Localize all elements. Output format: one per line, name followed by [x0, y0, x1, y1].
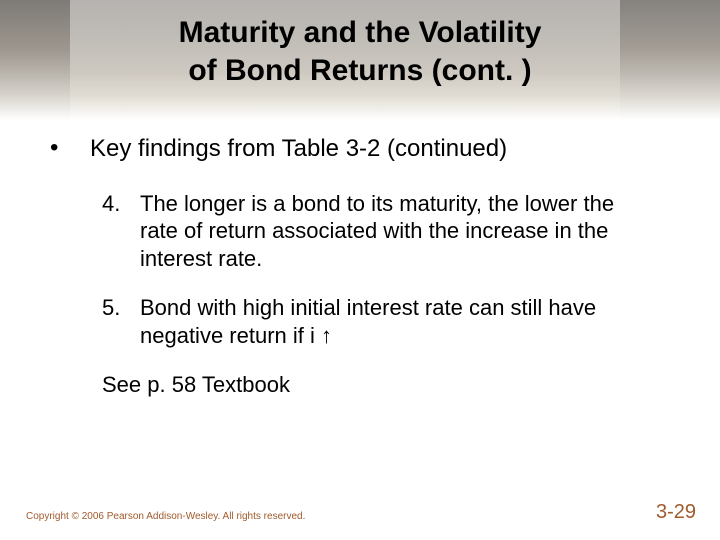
slide-title: Maturity and the Volatility of Bond Retu… — [0, 0, 720, 89]
see-reference: See p. 58 Textbook — [50, 371, 670, 399]
title-line-1: Maturity and the Volatility — [0, 14, 720, 52]
bullet-dot-icon: • — [50, 135, 90, 161]
list-item-number: 4. — [102, 190, 140, 218]
copyright-text: Copyright © 2006 Pearson Addison-Wesley.… — [26, 511, 305, 522]
title-line-2: of Bond Returns (cont. ) — [0, 52, 720, 90]
list-item-text: Bond with high initial interest rate can… — [140, 294, 670, 349]
sub-list: 4. The longer is a bond to its maturity,… — [50, 190, 670, 350]
slide-content: • Key findings from Table 3-2 (continued… — [0, 89, 720, 399]
page-number: 3-29 — [656, 501, 696, 524]
list-item-text: The longer is a bond to its maturity, th… — [140, 190, 670, 273]
up-arrow-icon: ↑ — [321, 322, 332, 350]
list-item-number: 5. — [102, 294, 140, 322]
main-bullet-text: Key findings from Table 3-2 (continued) — [90, 135, 507, 164]
list-item-text-part: Bond with high initial interest rate can… — [140, 295, 596, 348]
main-bullet-row: • Key findings from Table 3-2 (continued… — [50, 135, 670, 164]
list-item: 4. The longer is a bond to its maturity,… — [102, 190, 670, 273]
list-item: 5. Bond with high initial interest rate … — [102, 294, 670, 349]
